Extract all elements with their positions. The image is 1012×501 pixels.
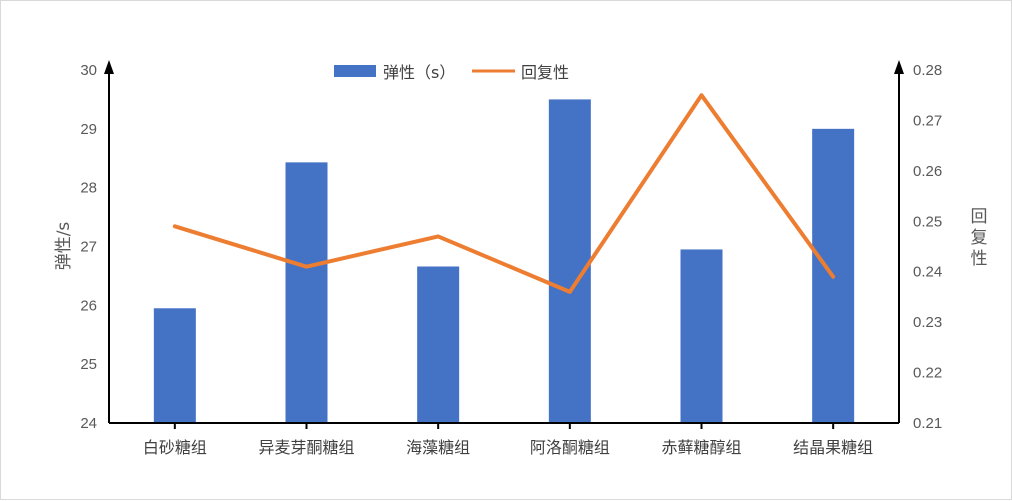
left-tick-label: 28 <box>80 180 97 197</box>
category-label: 异麦芽酮糖组 <box>258 438 354 457</box>
left-tick-label: 25 <box>80 356 97 373</box>
line-layer <box>175 95 834 292</box>
left-tick-label: 30 <box>80 62 97 79</box>
right-tick-label: 0.26 <box>913 163 942 180</box>
bar-1 <box>286 162 328 423</box>
right-tick-label: 0.21 <box>913 415 942 432</box>
bar-3 <box>549 99 591 423</box>
right-tick-label: 0.22 <box>913 365 942 382</box>
right-tick-label: 0.25 <box>913 213 942 230</box>
left-axis-title: 弹性/s <box>54 222 74 271</box>
right-tick-label: 0.27 <box>913 112 942 129</box>
bars-layer <box>154 99 854 423</box>
category-label: 结晶果糖组 <box>793 438 873 457</box>
category-label: 海藻糖组 <box>406 438 470 457</box>
left-tick-label: 27 <box>80 239 97 256</box>
right-tick-label: 0.28 <box>913 62 942 79</box>
left-y-axis-arrow <box>104 60 114 74</box>
legend-swatch-bar <box>334 65 376 77</box>
bar-2 <box>417 267 459 423</box>
right-tick-label: 0.23 <box>913 314 942 331</box>
right-y-axis-arrow <box>894 60 904 74</box>
right-axis-title: 回复性 <box>971 207 988 269</box>
category-label: 白砂糖组 <box>143 438 207 457</box>
bar-0 <box>154 308 196 423</box>
legend: 弹性（s） 回复性 <box>334 63 569 82</box>
left-tick-label: 29 <box>80 121 97 138</box>
bar-4 <box>681 249 723 423</box>
left-tick-label: 24 <box>80 415 97 432</box>
legend-label-resilience: 回复性 <box>521 63 569 82</box>
resilience-line <box>175 95 833 292</box>
category-label: 阿洛酮糖组 <box>530 438 610 457</box>
left-tick-label: 26 <box>80 297 97 314</box>
right-tick-label: 0.24 <box>913 264 942 281</box>
legend-label-elasticity: 弹性（s） <box>383 63 455 82</box>
category-label: 赤藓糖醇组 <box>661 438 741 457</box>
